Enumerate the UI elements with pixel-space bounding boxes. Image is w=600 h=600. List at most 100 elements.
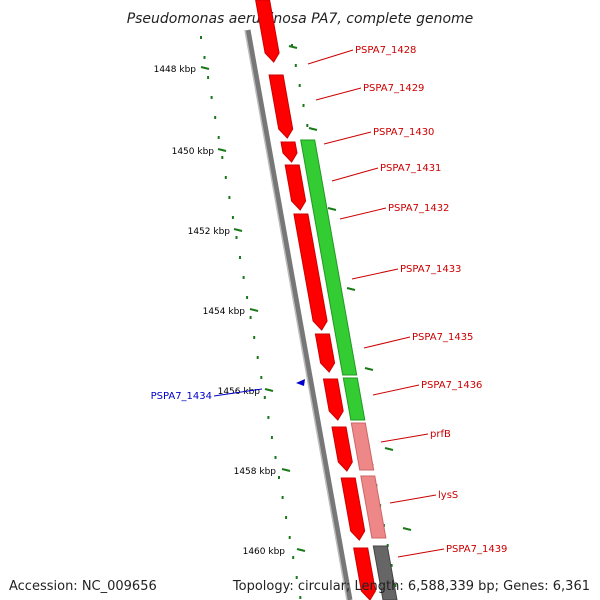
ruler-dot: [390, 564, 393, 567]
label-leader: [372, 384, 420, 396]
ruler-tick: [200, 66, 210, 70]
ruler-tick: [288, 45, 298, 49]
reverse-gene-arrow[interactable]: [372, 545, 398, 600]
gene-label[interactable]: PSPA7_1435: [412, 332, 473, 343]
tick-label: 1454 kbp: [203, 307, 246, 317]
ruler-dot: [228, 196, 231, 199]
gene-labels: PSPA7_1428 PSPA7_1429 PSPA7_1430 PSPA7_1431…: [151, 45, 507, 558]
gene-label[interactable]: PSPA7_1431: [380, 163, 441, 174]
label-leader: [397, 548, 445, 558]
ruler-dot: [306, 124, 309, 127]
forward-gene-arrow[interactable]: [255, 0, 280, 63]
reverse-gene-arrow[interactable]: [300, 139, 358, 376]
ruler-tick: [308, 127, 318, 131]
ruler-dot: [288, 536, 291, 539]
label-leader: [389, 494, 437, 504]
tick-label: 1450 kbp: [172, 147, 215, 157]
ruler-dot: [221, 156, 224, 159]
genome-title: Pseudomonas aeruginosa PA7, complete gen…: [127, 11, 474, 27]
genome-summary: Topology: circular; Length: 6,588,339 bp…: [232, 579, 590, 594]
ruler-tick: [281, 468, 291, 472]
forward-gene-arrow[interactable]: [353, 547, 376, 600]
gene-label[interactable]: PSPA7_1434: [151, 391, 212, 402]
gene-label[interactable]: PSPA7_1432: [388, 203, 449, 214]
forward-gene-arrow[interactable]: [340, 477, 366, 541]
ruler-dot: [394, 584, 397, 587]
ruler-dot: [295, 576, 298, 579]
ruler-tick: [327, 207, 337, 211]
ruler-dot: [263, 396, 266, 399]
forward-gene-arrow[interactable]: [268, 74, 294, 139]
ruler-tick: [264, 388, 274, 392]
ruler-dot: [246, 296, 249, 299]
ruler-dot: [292, 556, 295, 559]
reverse-gene-arrow[interactable]: [342, 377, 366, 421]
feature-marker-icon[interactable]: [296, 379, 305, 386]
label-leader: [351, 268, 399, 280]
label-leader: [307, 49, 354, 65]
label-leader: [380, 433, 429, 443]
ruler-dot: [278, 476, 280, 479]
ruler-tick: [296, 548, 306, 552]
ruler-dot: [242, 276, 245, 279]
gene-label[interactable]: prfB: [430, 429, 451, 440]
ruler-dot: [302, 104, 305, 107]
ruler-tick: [364, 367, 374, 371]
label-leader: [213, 388, 263, 397]
tick-label: 1460 kbp: [243, 547, 286, 557]
gene-label[interactable]: PSPA7_1428: [355, 45, 416, 56]
ruler-dot: [267, 416, 270, 419]
gene-label[interactable]: PSPA7_1429: [363, 83, 424, 94]
ruler-dot: [298, 84, 301, 87]
label-leader: [363, 336, 411, 349]
ruler-tick: [217, 148, 227, 152]
forward-gene-arrow[interactable]: [314, 333, 336, 373]
ruler-dot: [231, 216, 234, 219]
ruler-dot: [249, 316, 252, 319]
gene-label[interactable]: PSPA7_1439: [446, 544, 507, 555]
ruler-dot: [217, 136, 220, 139]
accession-text: Accession: NC_009656: [9, 579, 157, 594]
gene-tracks: [255, 0, 398, 600]
reverse-gene-arrow[interactable]: [350, 422, 375, 471]
gene-label[interactable]: PSPA7_1433: [400, 264, 461, 275]
forward-gene-arrow[interactable]: [284, 164, 307, 211]
ruler-dot: [239, 256, 241, 259]
ruler-dot: [253, 336, 256, 339]
ruler-tick: [402, 527, 412, 531]
gene-label[interactable]: lysS: [438, 490, 458, 501]
ruler-dot: [256, 356, 259, 359]
label-leader: [323, 131, 372, 145]
ruler-tick: [249, 308, 259, 312]
tick-label: 1448 kbp: [154, 65, 197, 75]
ruler-dot: [260, 376, 263, 379]
ruler-dot: [291, 44, 293, 47]
gene-label[interactable]: PSPA7_1436: [421, 380, 482, 391]
ruler-dot: [270, 436, 273, 439]
forward-gene-arrow[interactable]: [331, 426, 353, 472]
label-leader: [339, 207, 387, 220]
forward-gene-arrow[interactable]: [293, 213, 328, 331]
ruler-dot: [274, 456, 277, 459]
gene-label[interactable]: PSPA7_1430: [373, 127, 434, 138]
ruler-dot: [281, 496, 284, 499]
ruler-dot: [214, 116, 217, 119]
ruler-dot: [224, 176, 227, 179]
ruler-dot: [203, 56, 206, 59]
forward-gene-arrow[interactable]: [322, 378, 344, 421]
reverse-gene-arrow[interactable]: [360, 475, 387, 539]
ruler-tick: [346, 287, 356, 291]
ruler-tick: [233, 228, 243, 232]
tick-label: 1452 kbp: [188, 227, 231, 237]
ruler-dot: [285, 516, 288, 519]
genome-backbone-highlight: [244, 29, 348, 600]
tick-label: 1458 kbp: [234, 467, 277, 477]
forward-gene-arrow[interactable]: [280, 141, 298, 163]
label-leader: [315, 87, 362, 101]
ruler-dot: [207, 76, 210, 79]
ruler-dot: [200, 36, 202, 39]
ruler-dot: [294, 64, 297, 67]
ruler-dot: [210, 96, 213, 99]
ruler-dot: [299, 596, 302, 599]
